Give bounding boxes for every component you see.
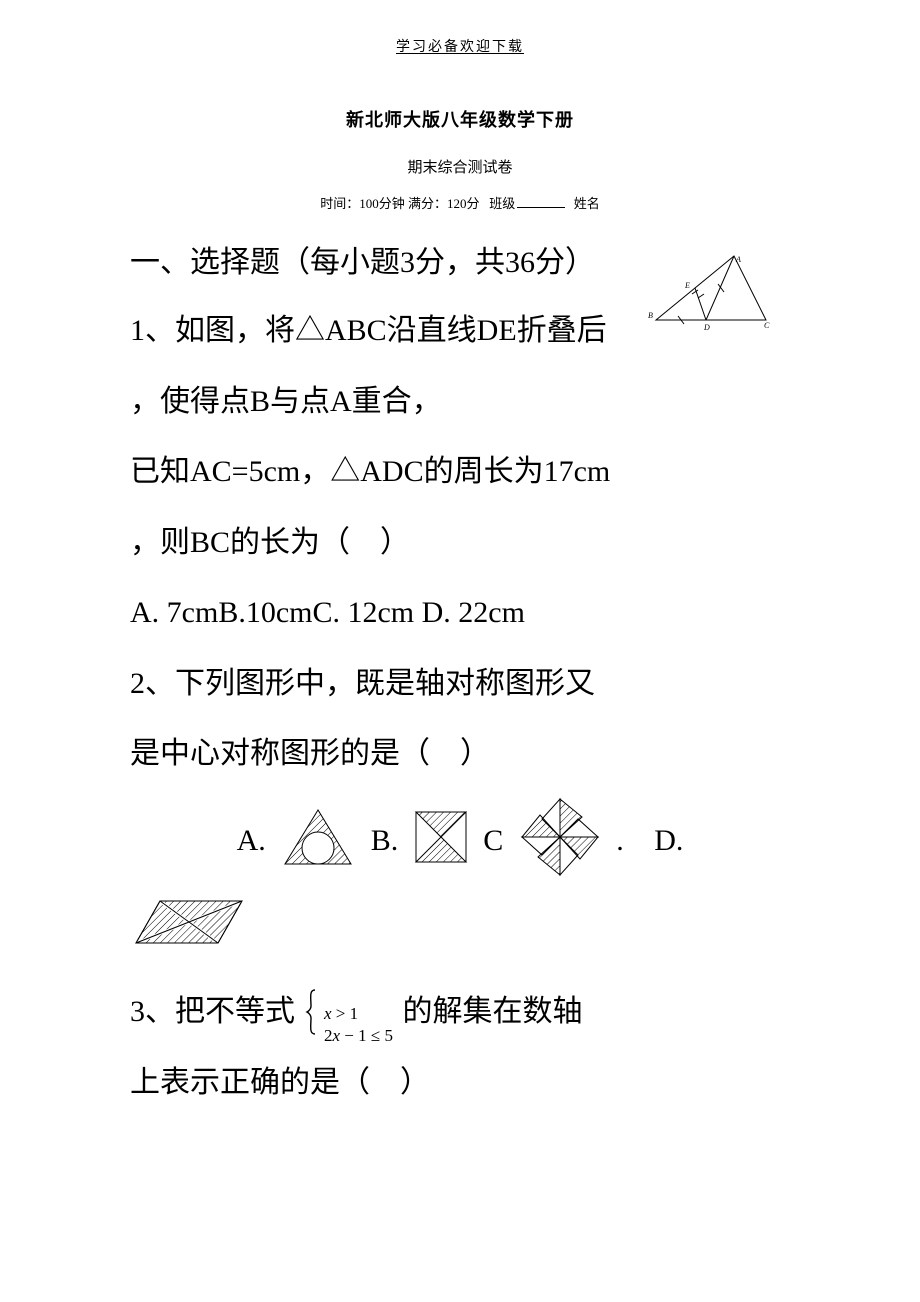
svg-text:B: B — [648, 311, 653, 320]
class-label: 班级 — [489, 196, 515, 211]
header-right: 欢迎下载 — [460, 40, 524, 55]
header-left: 学习必备 — [396, 40, 460, 55]
q2-label-d: D. — [654, 823, 683, 859]
q2-label-b: B. — [371, 823, 399, 859]
document-subtitle: 期末综合测试卷 — [130, 156, 790, 177]
brace-system: x > 1 2x − 1 ≤ 5 — [305, 988, 393, 1038]
q2-options-row: A. B. C — [130, 794, 790, 889]
document-title: 新北师大版八年级数学下册 — [130, 106, 790, 132]
q1-options: A. 7cmB.10cmC. 12cm D. 22cm — [130, 578, 790, 649]
page-header: 学习必备欢迎下载 — [130, 36, 790, 56]
ineq-bottom: 2x − 1 ≤ 5 — [324, 1026, 393, 1045]
q2-stem-line-1: 2、下列图形中，既是轴对称图形又 — [130, 649, 790, 720]
svg-text:A: A — [735, 255, 741, 264]
exam-meta: 时间：100分钟 满分：120分 班级 姓名 — [130, 193, 790, 212]
class-blank — [517, 207, 565, 208]
q2-label-c: C — [483, 823, 503, 859]
fullmark-value: 120分 — [447, 196, 480, 211]
q1-stem-line-4: ，则BC的长为（ ） — [130, 508, 790, 579]
svg-text:E: E — [684, 281, 690, 290]
triangle-circle-icon — [279, 806, 357, 877]
pinwheel-icon — [517, 794, 603, 889]
square-triangles-icon — [412, 808, 470, 875]
q3-tail: 的解集在数轴 — [402, 977, 582, 1048]
q2-label-c-dot: . — [616, 823, 624, 859]
q2-stem-line-2: 是中心对称图形的是（ ） — [130, 719, 790, 790]
q1-stem-line-3: 已知AC=5cm，△ADC的周长为17cm — [130, 437, 790, 508]
name-label: 姓名 — [574, 196, 600, 211]
svg-text:D: D — [703, 323, 710, 332]
q1-figure: A B C D E — [642, 254, 772, 334]
q2-label-a: A. — [237, 823, 266, 859]
ineq-top: x > 1 — [324, 1004, 358, 1023]
parallelogram-icon — [130, 895, 248, 958]
time-label: 时间： — [320, 196, 359, 211]
fullmark-label: 满分： — [405, 196, 447, 211]
q3-lead: 3、把不等式 — [130, 977, 295, 1048]
svg-text:C: C — [764, 321, 770, 330]
q3-line-2: 上表示正确的是（ ） — [130, 1048, 790, 1119]
q1-stem-line-2: ，使得点B与点A重合， — [130, 367, 790, 438]
time-value: 100分钟 — [359, 196, 405, 211]
q2-option-d-icon-row — [130, 895, 790, 958]
q3-line-1: 3、把不等式 x > 1 2x − 1 ≤ 5 的解集在数轴 — [130, 976, 790, 1048]
left-brace-icon — [305, 988, 317, 1063]
